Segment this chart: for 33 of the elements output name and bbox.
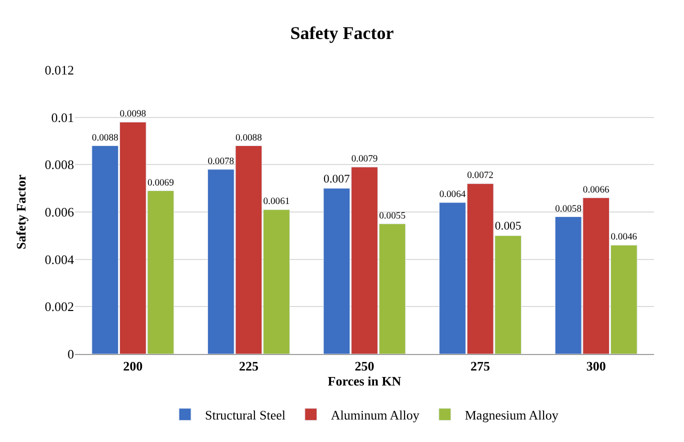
data-label: 0.0058 — [555, 203, 582, 214]
x-tick-label: 275 — [470, 358, 491, 374]
y-axis-title: Safety Factor — [14, 174, 29, 250]
data-label: 0.0069 — [147, 177, 174, 188]
data-label: 0.0088 — [236, 132, 262, 144]
data-label: 0.0079 — [351, 154, 378, 165]
data-label: 0.005 — [494, 220, 522, 233]
data-label: 0.0098 — [120, 108, 146, 120]
y-tick-label: 0.006 — [44, 204, 74, 220]
data-label: 0.0088 — [92, 132, 118, 144]
x-axis-title: Forces in KN — [328, 374, 402, 389]
data-label: 0.0072 — [467, 170, 494, 182]
y-tick-label: 0.008 — [44, 157, 74, 172]
legend-label: Structural Steel — [205, 407, 286, 422]
data-label: 0.0078 — [208, 156, 234, 167]
y-tick-label: 0 — [68, 346, 74, 362]
data-label: 0.007 — [324, 172, 350, 186]
x-tick-label: 300 — [586, 358, 606, 374]
y-tick-label: 0.01 — [51, 110, 74, 125]
data-label: 0.0066 — [582, 184, 610, 196]
data-label: 0.0046 — [610, 232, 638, 243]
y-tick-label: 0.012 — [44, 62, 74, 78]
chart-title: Safety Factor — [290, 23, 394, 44]
legend-label: Magnesium Alloy — [464, 407, 559, 422]
legend-label: Aluminum Alloy — [330, 407, 420, 422]
y-tick-label: 0.004 — [44, 252, 74, 267]
x-tick-label: 250 — [354, 358, 374, 374]
x-tick-label: 225 — [238, 358, 259, 374]
data-label: 0.0064 — [439, 189, 466, 200]
y-tick-label: 0.002 — [44, 299, 74, 314]
x-tick-label: 200 — [123, 358, 143, 374]
data-label: 0.0055 — [379, 210, 406, 222]
data-label: 0.0061 — [263, 196, 290, 208]
